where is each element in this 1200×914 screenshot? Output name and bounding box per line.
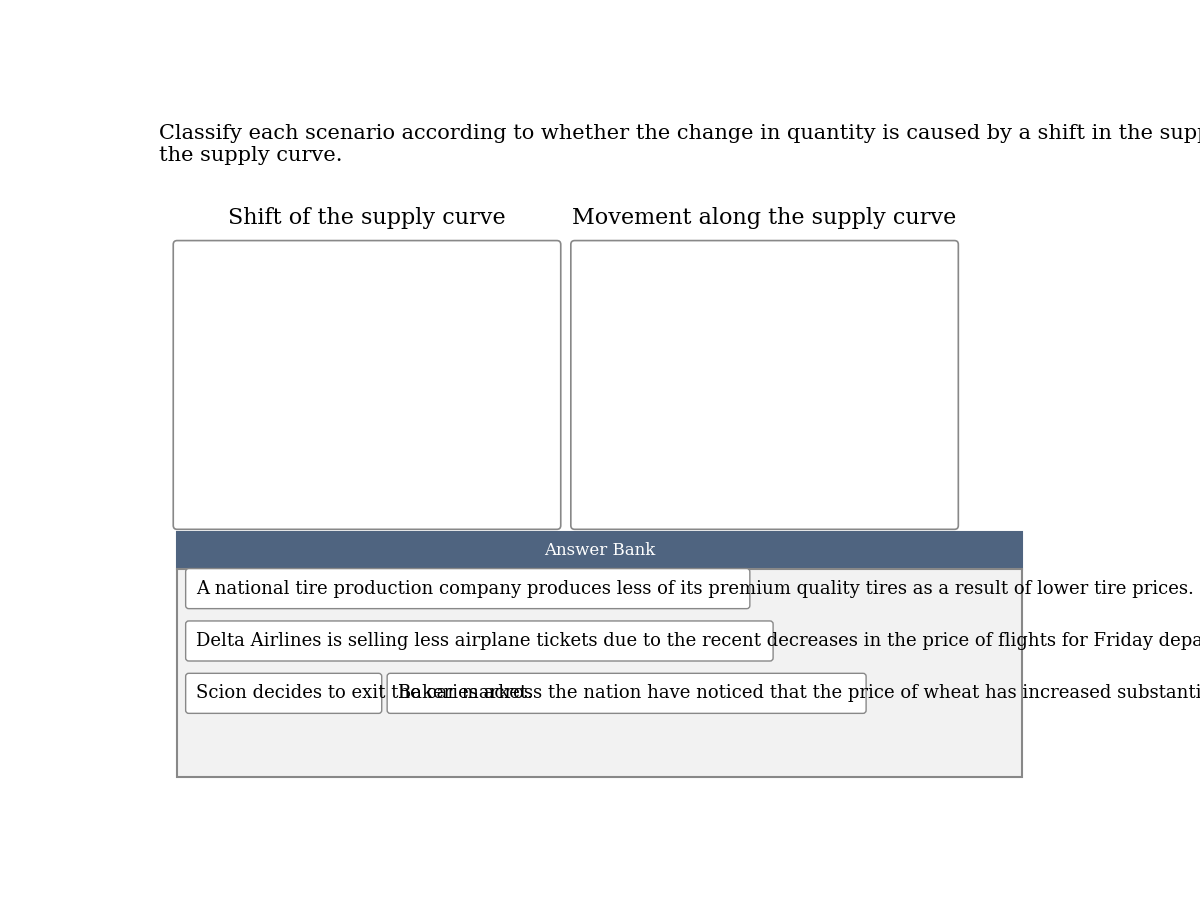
FancyBboxPatch shape	[178, 532, 1022, 569]
Text: Answer Bank: Answer Bank	[544, 542, 655, 558]
FancyBboxPatch shape	[173, 240, 560, 529]
FancyBboxPatch shape	[186, 569, 750, 609]
Text: A national tire production company produces less of its premium quality tires as: A national tire production company produ…	[197, 579, 1194, 598]
Text: Delta Airlines is selling less airplane tickets due to the recent decreases in t: Delta Airlines is selling less airplane …	[197, 632, 1200, 650]
Text: Movement along the supply curve: Movement along the supply curve	[572, 207, 956, 229]
Text: Bakeries across the nation have noticed that the price of wheat has increased su: Bakeries across the nation have noticed …	[398, 685, 1200, 702]
FancyBboxPatch shape	[571, 240, 959, 529]
FancyBboxPatch shape	[178, 569, 1022, 777]
Text: Shift of the supply curve: Shift of the supply curve	[228, 207, 506, 229]
FancyBboxPatch shape	[388, 674, 866, 713]
Text: Scion decides to exit the car market.: Scion decides to exit the car market.	[197, 685, 534, 702]
FancyBboxPatch shape	[186, 674, 382, 713]
Text: Classify each scenario according to whether the change in quantity is caused by : Classify each scenario according to whet…	[160, 124, 1200, 165]
FancyBboxPatch shape	[186, 621, 773, 661]
